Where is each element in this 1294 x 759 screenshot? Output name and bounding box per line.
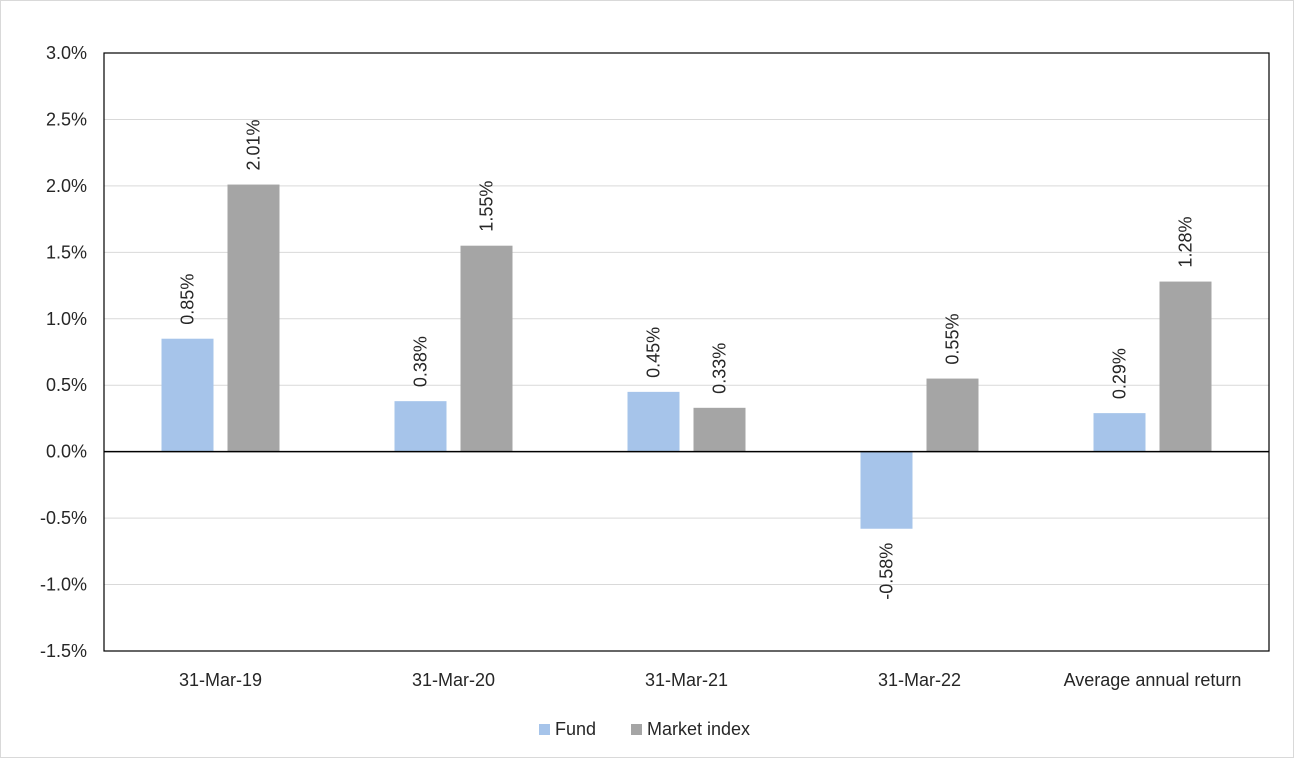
data-label: 2.01% — [244, 120, 264, 171]
y-tick-label: -0.5% — [40, 508, 87, 528]
axes: -1.5% -1.0% -0.5% 0.0% 0.5% 1.0% 1.5% 2.0% 2.5% 3… — [40, 43, 1270, 690]
data-label: 0.29% — [1110, 348, 1130, 399]
bar-fund — [394, 401, 447, 452]
data-label: 0.55% — [943, 314, 963, 365]
data-label: 0.33% — [710, 343, 730, 394]
bar-market-index — [1159, 281, 1212, 452]
data-label: 0.85% — [178, 274, 198, 325]
bar-fund — [1093, 413, 1146, 452]
y-tick-label: 2.0% — [46, 176, 87, 196]
bar-fund — [161, 338, 214, 452]
data-label: 1.28% — [1176, 217, 1196, 268]
bar-fund — [627, 391, 680, 452]
y-tick-label: 3.0% — [46, 43, 87, 63]
y-tick-label: -1.0% — [40, 575, 87, 595]
y-tick-label: 1.5% — [46, 242, 87, 262]
y-tick-label: 0.0% — [46, 442, 87, 462]
legend-label: Market index — [647, 719, 750, 739]
bar-market-index — [693, 407, 746, 452]
legend-swatch — [539, 724, 550, 735]
bar-market-index — [460, 245, 513, 452]
x-tick-label: 31-Mar-20 — [412, 670, 495, 690]
bar-market-index — [926, 378, 979, 452]
bar-market-index — [227, 184, 280, 452]
data-labels: 0.85% 2.01% 0.38% 1.55% 0.45% 0.33% -0.58% 0.55… — [178, 120, 1196, 600]
data-label: 1.55% — [477, 181, 497, 232]
x-tick-label: 31-Mar-19 — [179, 670, 262, 690]
y-tick-label: 0.5% — [46, 375, 87, 395]
data-label: -0.58% — [877, 543, 897, 600]
y-tick-label: -1.5% — [40, 641, 87, 661]
y-tick-label: 1.0% — [46, 309, 87, 329]
legend-swatch — [631, 724, 642, 735]
legend: Fund Market index — [539, 719, 750, 739]
x-tick-label: 31-Mar-21 — [645, 670, 728, 690]
data-label: 0.38% — [411, 336, 431, 387]
y-tick-label: 2.5% — [46, 109, 87, 129]
data-label: 0.45% — [644, 327, 664, 378]
bar-fund — [860, 451, 913, 529]
x-tick-label: Average annual return — [1064, 670, 1242, 690]
legend-label: Fund — [555, 719, 596, 739]
bars — [161, 184, 1212, 529]
gridlines — [104, 118, 1269, 586]
plot-area-border — [103, 52, 1270, 652]
x-tick-label: 31-Mar-22 — [878, 670, 961, 690]
